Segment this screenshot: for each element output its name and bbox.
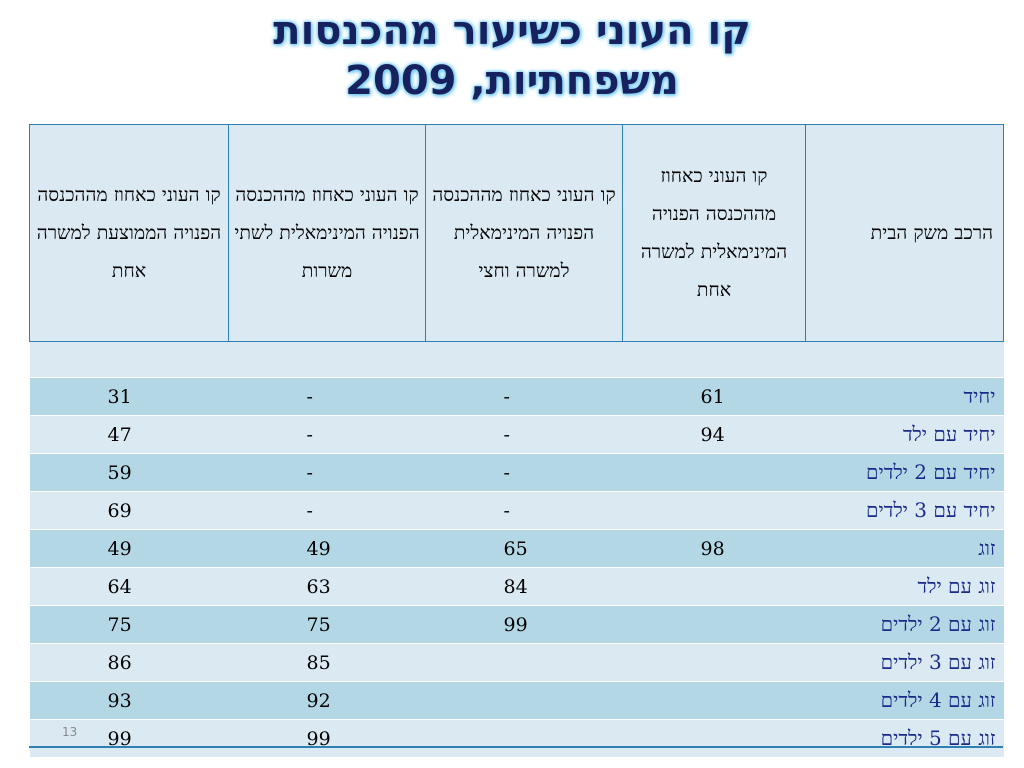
- table-cell: 99: [228, 719, 426, 758]
- table-cell: 84: [425, 567, 623, 606]
- table-cell: [622, 719, 806, 758]
- row-label: יחיד עם ילד: [805, 415, 1004, 454]
- table-cell: 94: [622, 415, 806, 454]
- slide-title: קו העוני כשיעור מהכנסות משפחתיות, 2009: [0, 6, 1024, 106]
- row-label: זוג: [805, 529, 1004, 568]
- row-label: זוג עם 3 ילדים: [805, 643, 1004, 682]
- table-cell: [425, 643, 623, 682]
- slide-number: 13: [62, 725, 78, 739]
- table-cell: -: [425, 377, 623, 416]
- table-cell: [622, 567, 806, 606]
- table-header-row: הרכב משק הבית קו העוני כאחוז מההכנסה הפנ…: [29, 124, 1004, 342]
- row-label: זוג עם ילד: [805, 567, 1004, 606]
- table-row: יחיד עם ילד 94- -47: [29, 415, 1004, 454]
- table-cell: 99: [29, 719, 229, 758]
- table-cell: [622, 681, 806, 720]
- header-min-one-half-job: קו העוני כאחוז מההכנסה הפנויה המינימאלית…: [425, 124, 623, 342]
- row-label: יחיד עם 3 ילדים: [805, 491, 1004, 530]
- table-cell: 65: [425, 529, 623, 568]
- header-min-one-job: קו העוני כאחוז מההכנסה הפנויה המינימאלית…: [622, 124, 806, 342]
- table-cell: 86: [29, 643, 229, 682]
- table-cell: 93: [29, 681, 229, 720]
- row-label: יחיד: [805, 377, 1004, 416]
- table-cell: -: [228, 377, 426, 416]
- title-line-2: משפחתיות, 2009: [345, 58, 679, 104]
- table-cell: -: [425, 491, 623, 530]
- table-row: זוג 98 65 49 49: [29, 529, 1004, 568]
- table-cell: 98: [622, 529, 806, 568]
- table-row: זוג עם ילד 84 63 64: [29, 567, 1004, 606]
- row-label: זוג עם 4 ילדים: [805, 681, 1004, 720]
- table-cell: 64: [29, 567, 229, 606]
- table-cell: 49: [228, 529, 426, 568]
- table-cell: 75: [228, 605, 426, 644]
- table-row: זוג עם 2 ילדים 99 75 75: [29, 605, 1004, 644]
- row-label: יחיד עם 2 ילדים: [805, 453, 1004, 492]
- table-cell: [622, 605, 806, 644]
- row-label: זוג עם 2 ילדים: [805, 605, 1004, 644]
- table-cell: 69: [29, 491, 229, 530]
- table-cell: 47: [29, 415, 229, 454]
- poverty-table: הרכב משק הבית קו העוני כאחוז מההכנסה הפנ…: [29, 124, 1004, 758]
- poverty-table-container: הרכב משק הבית קו העוני כאחוז מההכנסה הפנ…: [29, 124, 1004, 758]
- table-row: יחיד 61- -31: [29, 377, 1004, 416]
- table-cell: 75: [29, 605, 229, 644]
- table-cell: -: [228, 491, 426, 530]
- row-label: זוג עם 5 ילדים: [805, 719, 1004, 758]
- table-row: יחיד עם 3 ילדים - -69: [29, 491, 1004, 530]
- table-cell: [425, 681, 623, 720]
- table-cell: 59: [29, 453, 229, 492]
- table-cell: 85: [228, 643, 426, 682]
- header-min-two-jobs: קו העוני כאחוז מההכנסה הפנויה המינימאלית…: [228, 124, 426, 342]
- table-bottom-border: [29, 746, 1003, 748]
- table-cell: 61: [622, 377, 806, 416]
- table-cell: 99: [425, 605, 623, 644]
- table-cell: -: [228, 415, 426, 454]
- table-cell: 63: [228, 567, 426, 606]
- table-cell: -: [425, 415, 623, 454]
- table-cell: [425, 719, 623, 758]
- title-line-1: קו העוני כשיעור מהכנסות: [273, 8, 751, 54]
- table-row: זוג עם 3 ילדים 85 86: [29, 643, 1004, 682]
- header-household: הרכב משק הבית: [805, 124, 1004, 342]
- table-row: יחיד עם 2 ילדים - -59: [29, 453, 1004, 492]
- table-cell: 92: [228, 681, 426, 720]
- table-cell: [622, 453, 806, 492]
- table-cell: 49: [29, 529, 229, 568]
- table-row: זוג עם 5 ילדים 99 99: [29, 719, 1004, 758]
- table-cell: 31: [29, 377, 229, 416]
- table-cell: [622, 491, 806, 530]
- table-cell: -: [228, 453, 426, 492]
- table-spacer-row: [29, 341, 1004, 378]
- header-avg-one-job: קו העוני כאחוז מההכנסה הפנויה הממוצעת למ…: [29, 124, 229, 342]
- table-cell: [622, 643, 806, 682]
- table-row: זוג עם 4 ילדים 92 93: [29, 681, 1004, 720]
- table-cell: -: [425, 453, 623, 492]
